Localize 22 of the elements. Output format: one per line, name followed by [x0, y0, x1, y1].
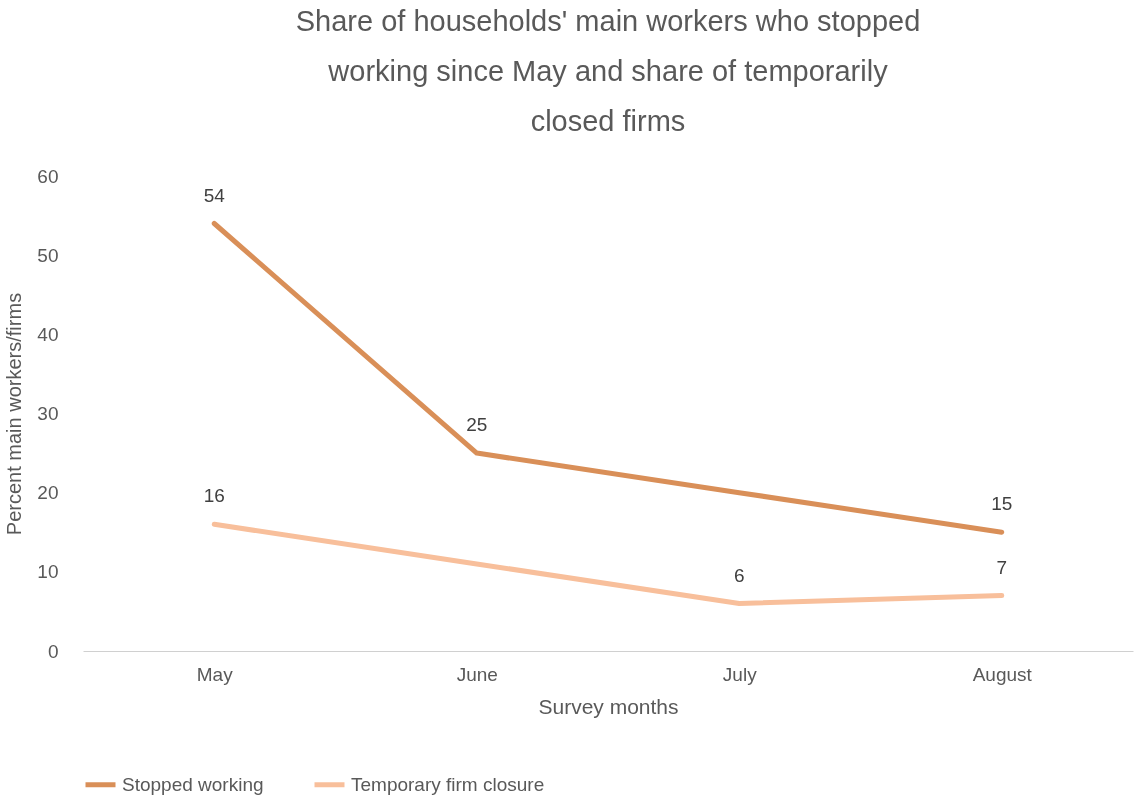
x-tick-label: May — [196, 663, 234, 685]
x-tick-label: July — [722, 663, 758, 685]
y-tick-label: 50 — [37, 244, 59, 266]
legend-label: Stopped working — [122, 773, 264, 795]
y-tick-label: 60 — [37, 165, 59, 187]
x-tick-label: June — [456, 663, 498, 685]
chart-title: Share of households' main workers who stopped working since May and share of temporarily closed firms — [295, 5, 921, 137]
data-label: 15 — [991, 493, 1013, 515]
y-tick-label: 10 — [37, 561, 59, 583]
y-tick-label: 0 — [47, 640, 59, 662]
data-label: 25 — [466, 414, 488, 436]
data-label: 6 — [733, 564, 745, 586]
y-tick-label: 40 — [37, 323, 59, 345]
legend-label: Temporary firm closure — [351, 773, 545, 795]
y-tick-label: 20 — [37, 482, 59, 504]
data-label: 16 — [203, 485, 225, 507]
y-axis-title: Percent main workers/firms — [3, 292, 26, 536]
x-tick-label: August — [972, 663, 1033, 685]
x-axis-title: Survey months — [538, 694, 679, 718]
y-tick-label: 30 — [37, 403, 59, 424]
data-label: 54 — [203, 184, 226, 206]
data-label: 7 — [996, 556, 1008, 578]
